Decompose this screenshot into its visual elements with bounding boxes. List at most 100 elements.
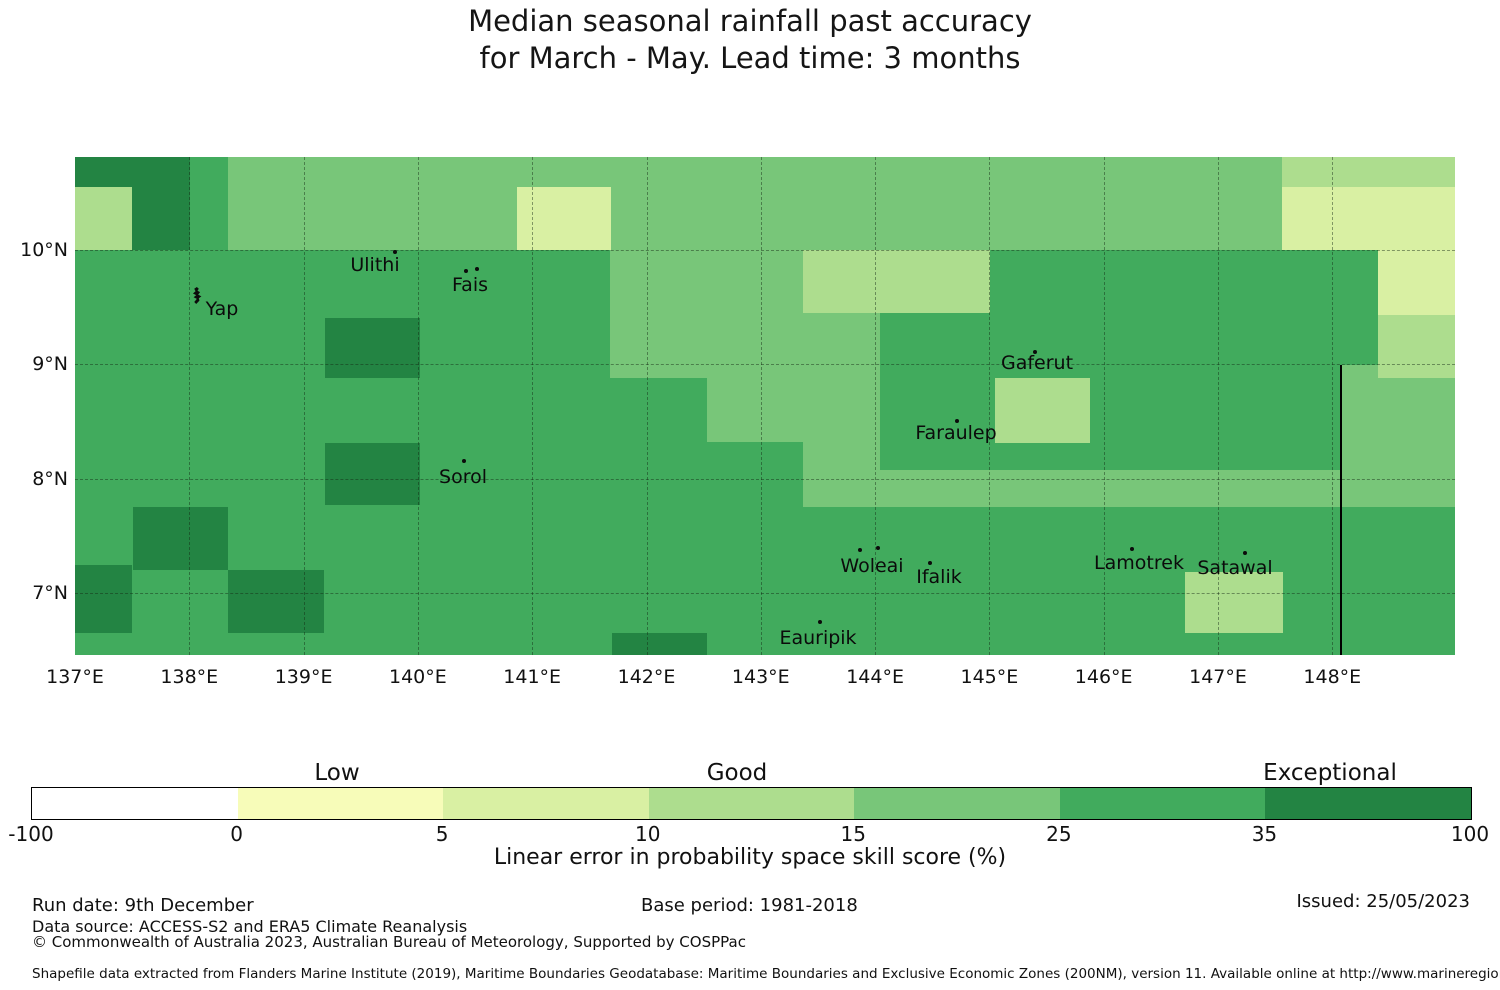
colorbar-tick-label: 35: [1251, 822, 1278, 846]
island-marker-dot: [1130, 547, 1134, 551]
island-marker-dot: [475, 267, 479, 271]
graticule-line-vertical: [989, 157, 991, 655]
map-cell: [803, 250, 990, 313]
graticule-line-horizontal: [75, 250, 1455, 251]
colorbar-segment: [648, 788, 855, 819]
map-cell: [990, 250, 1378, 314]
lat-tick-label: 7°N: [32, 581, 68, 604]
map-cell: [517, 187, 611, 250]
lon-tick-label: 145°E: [960, 666, 1019, 688]
island-label-fais: Fais: [451, 274, 489, 296]
island-label-ifalik: Ifalik: [916, 566, 962, 588]
graticule-line-vertical: [760, 157, 762, 655]
lat-tick-label: 9°N: [32, 353, 68, 376]
colorbar-zone-label-exceptional: Exceptional: [1263, 760, 1397, 786]
lon-tick-label: 139°E: [274, 666, 333, 688]
island-marker-dot: [928, 561, 932, 565]
lon-tick-label: 142°E: [617, 666, 676, 688]
colorbar-segment: [443, 788, 649, 819]
map-cell: [1378, 250, 1455, 315]
map-cell: [228, 570, 324, 633]
island-label-satawal: Satawal: [1197, 557, 1273, 579]
base-period-text: Base period: 1981-2018: [641, 895, 858, 916]
eez-boundary-line: [1340, 365, 1342, 655]
chart-title-line2: for March - May. Lead time: 3 months: [479, 41, 1021, 75]
graticule-line-vertical: [646, 157, 648, 655]
map-cell: [132, 187, 190, 250]
colorbar-segment: [32, 788, 238, 819]
shapefile-attribution-text: Shapefile data extracted from Flanders M…: [32, 966, 1500, 982]
graticule-line-vertical: [303, 157, 305, 655]
lon-tick-label: 138°E: [160, 666, 219, 688]
graticule-line-vertical: [417, 157, 419, 655]
lon-tick-label: 144°E: [846, 666, 904, 688]
lat-tick-label: 8°N: [32, 467, 68, 490]
island-label-eauripik: Eauripik: [779, 627, 857, 649]
map-cell: [880, 313, 1340, 470]
colorbar-segment: [854, 788, 1060, 819]
map-cell: [325, 318, 420, 378]
lon-tick-label: 137°E: [46, 666, 104, 688]
lon-tick-label: 140°E: [389, 666, 447, 688]
map-cell: [1378, 315, 1455, 378]
island-label-yap: Yap: [205, 298, 239, 320]
colorbar-tick-label: 25: [1046, 822, 1072, 846]
lon-tick-label: 148°E: [1303, 666, 1362, 688]
map-cell: [612, 633, 707, 655]
lon-tick-label: 147°E: [1189, 666, 1247, 688]
island-label-gaferut: Gaferut: [1000, 352, 1074, 374]
map-cell: [75, 565, 132, 633]
map-cell: [1282, 157, 1455, 187]
yap-island-shape: [192, 287, 202, 304]
colorbar-tick-label: 10: [634, 822, 661, 846]
issued-date-text: Issued: 25/05/2023: [1296, 891, 1470, 912]
run-date-text: Run date: 9th December: [32, 895, 254, 916]
map-cell: [803, 507, 1455, 655]
graticule-line-vertical: [1218, 157, 1219, 655]
island-marker-dot: [1033, 350, 1037, 354]
colorbar-axis-label: Linear error in probability space skill …: [493, 845, 1007, 870]
graticule-line-vertical: [1103, 157, 1105, 655]
island-label-lamotrek: Lamotrek: [1094, 552, 1184, 574]
map-cell: [133, 507, 228, 570]
graticule-line-vertical: [189, 157, 191, 655]
map-cell: [190, 157, 228, 250]
island-marker-dot: [1243, 551, 1247, 555]
island-label-woleai: Woleai: [840, 555, 904, 577]
chart-title-line1: Median seasonal rainfall past accuracy: [468, 4, 1032, 38]
lon-tick-label: 146°E: [1074, 666, 1133, 688]
colorbar-zone-label-good: Good: [706, 760, 768, 786]
lon-tick-label: 143°E: [731, 666, 790, 688]
map-cell: [325, 443, 420, 505]
island-label-sorol: Sorol: [439, 466, 487, 488]
colorbar-tick-label: 15: [840, 822, 867, 846]
island-label-faraulep: Faraulep: [915, 422, 997, 444]
lat-tick-label: 10°N: [20, 239, 68, 261]
island-marker-dot: [955, 419, 959, 423]
map-cell: [75, 187, 132, 250]
colorbar: [31, 787, 1472, 820]
map-cell: [75, 157, 190, 187]
graticule-line-vertical: [1332, 157, 1334, 655]
graticule-line-horizontal: [75, 592, 1455, 594]
map-cell: [995, 378, 1090, 443]
island-marker-dot: [462, 459, 466, 463]
island-marker-dot: [876, 546, 880, 550]
island-marker-dot: [464, 269, 468, 273]
graticule-line-horizontal: [75, 364, 1455, 366]
graticule-line-vertical: [875, 157, 877, 655]
map-cell: [1185, 572, 1283, 633]
island-label-ulithi: Ulithi: [350, 254, 400, 276]
colorbar-segment: [237, 788, 444, 819]
map-cell: [707, 442, 803, 655]
colorbar-tick-label: 100: [1450, 822, 1490, 846]
graticule-line-horizontal: [75, 478, 1455, 480]
map-cell: [610, 378, 707, 655]
graticule-line-vertical: [532, 157, 534, 655]
map-cell: [1340, 313, 1378, 365]
colorbar-segment: [1265, 788, 1472, 819]
island-marker-dot: [818, 620, 822, 624]
colorbar-segment: [1059, 788, 1266, 819]
island-marker-dot: [393, 250, 397, 254]
